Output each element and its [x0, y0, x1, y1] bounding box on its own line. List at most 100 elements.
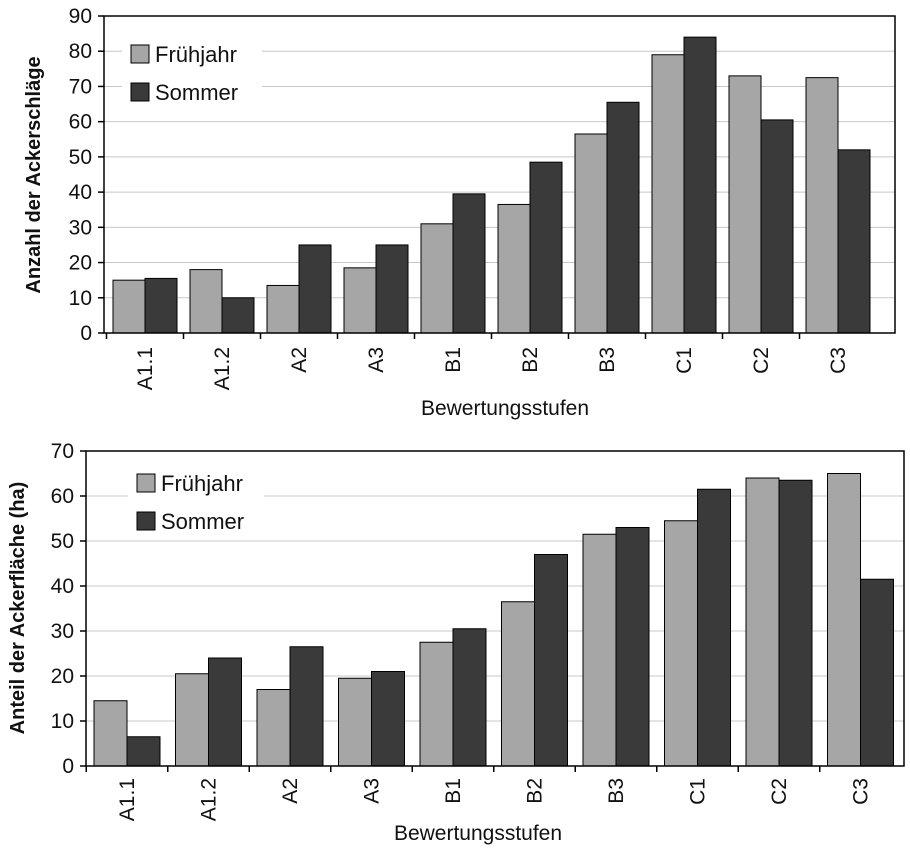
x-tick-label: A1.2 — [211, 347, 234, 390]
y-tick-label: 90 — [69, 5, 92, 28]
bar-fruehjahr-b2 — [497, 203, 531, 334]
x-tick-label: C1 — [673, 347, 696, 374]
x-tick-label: B2 — [519, 347, 542, 373]
x-tick-label: C1 — [687, 778, 710, 805]
bar-fruehjahr-c2 — [728, 75, 762, 334]
x-tick-label: A1.1 — [116, 778, 139, 821]
x-tick-label: A3 — [361, 778, 384, 804]
y-tick-label: 40 — [51, 575, 74, 598]
x-tick-labels: A1.1 A1.2 A2 A3 B1 B2 B3 C1 C2 C3 — [134, 347, 850, 390]
y-tick-label: 80 — [69, 40, 92, 63]
x-axis-title: Bewertungsstufen — [421, 397, 589, 420]
bar-sommer-b3 — [615, 527, 650, 767]
bar-sommer-b2 — [529, 161, 563, 334]
bar-fruehjahr-b3 — [574, 133, 608, 334]
x-tick-label: A1.1 — [134, 347, 157, 390]
legend-swatch-sommer — [130, 82, 150, 102]
bar-sommer-b1 — [452, 628, 487, 767]
y-tick-labels: 0 10 20 30 40 50 60 70 — [51, 440, 74, 778]
bar-sommer-c1 — [697, 488, 731, 767]
bar-sommer-b1 — [452, 193, 486, 334]
bar-sommer-b2 — [534, 554, 568, 767]
x-tick-label: C3 — [850, 778, 873, 805]
legend-label-sommer: Sommer — [161, 509, 244, 534]
y-tick-label: 60 — [51, 485, 74, 508]
y-tick-label: 40 — [69, 181, 92, 204]
bar-fruehjahr-a1-1 — [93, 700, 128, 767]
bar-sommer-c1 — [683, 36, 717, 334]
x-tick-label: B1 — [442, 347, 465, 373]
y-tick-label: 10 — [69, 287, 92, 310]
chart-anteil-ackerflaeche: 0 10 20 30 40 50 60 70 A1.1 A1.2 A2 A3 B1 B2 B3 C1 C2 C3… — [7, 440, 905, 845]
bar-sommer-c2 — [778, 479, 813, 767]
y-tick-label: 30 — [51, 620, 74, 643]
bar-sommer-a1-2 — [221, 297, 255, 334]
bar-sommer-c3 — [860, 578, 894, 767]
y-tick-label: 50 — [51, 530, 74, 553]
bar-fruehjahr-c1 — [651, 54, 685, 334]
bar-fruehjahr-b2 — [501, 601, 535, 767]
x-axis-title: Bewertungsstufen — [394, 822, 562, 845]
bar-sommer-a2 — [298, 244, 332, 334]
bar-fruehjahr-a3 — [338, 677, 372, 767]
x-tick-label: A2 — [279, 778, 302, 804]
bar-fruehjahr-a3 — [343, 267, 377, 334]
bar-sommer-c3 — [837, 149, 871, 334]
bar-fruehjahr-c3 — [827, 473, 861, 767]
legend-label-fruehjahr: Frühjahr — [161, 471, 243, 496]
x-tick-label: B1 — [442, 778, 465, 804]
y-tick-label: 0 — [62, 755, 74, 778]
bar-fruehjahr-b3 — [582, 533, 617, 767]
y-tick-label: 70 — [51, 440, 74, 463]
bar-fruehjahr-a1-2 — [189, 269, 223, 334]
y-tick-label: 70 — [69, 75, 92, 98]
plot-frame — [85, 450, 905, 767]
bars — [112, 36, 871, 334]
x-tick-label: A1.2 — [198, 778, 221, 821]
x-tick-label: B2 — [524, 778, 547, 804]
bar-fruehjahr-c2 — [745, 477, 780, 767]
chart-anzahl-ackerschlaege: 0 10 20 30 40 50 60 70 80 90 A1.1 A1.2 A2 A3 B1 B2 B3 C1… — [23, 5, 896, 420]
bar-fruehjahr-a2 — [266, 284, 300, 334]
bar-fruehjahr-a1-2 — [175, 673, 209, 767]
x-tick-label: C2 — [750, 347, 773, 374]
legend: Frühjahr Sommer — [122, 32, 262, 110]
bar-fruehjahr-b1 — [419, 641, 454, 767]
bars — [93, 473, 894, 767]
y-tick-label: 50 — [69, 146, 92, 169]
bar-fruehjahr-b1 — [420, 223, 454, 334]
plot-frame — [103, 15, 896, 334]
bar-sommer-a3 — [375, 244, 409, 334]
bar-sommer-b3 — [606, 101, 640, 334]
legend: Frühjahr Sommer — [128, 462, 264, 540]
legend-label-sommer: Sommer — [155, 80, 238, 105]
bar-sommer-c2 — [760, 119, 794, 334]
bar-sommer-a1-2 — [208, 657, 242, 767]
x-tick-label: C3 — [827, 347, 850, 374]
y-tick-label: 20 — [69, 252, 92, 275]
x-tick-label: C2 — [768, 778, 791, 805]
bar-sommer-a1-1 — [144, 277, 178, 334]
y-tick-label: 10 — [51, 710, 74, 733]
x-tick-label: A3 — [365, 347, 388, 373]
bar-sommer-a1-1 — [126, 736, 161, 767]
x-tick-label: B3 — [596, 347, 619, 373]
x-tick-labels: A1.1 A1.2 A2 A3 B1 B2 B3 C1 C2 C3 — [116, 778, 873, 821]
y-tick-label: 20 — [51, 665, 74, 688]
bar-fruehjahr-c1 — [664, 520, 698, 767]
bar-sommer-a3 — [371, 671, 405, 767]
x-tick-label: B3 — [605, 778, 628, 804]
legend-swatch-sommer — [136, 511, 156, 531]
legend-swatch-fruehjahr — [136, 473, 156, 493]
bar-sommer-a2 — [289, 646, 324, 767]
y-tick-label: 0 — [80, 322, 92, 345]
y-tick-label: 60 — [69, 111, 92, 134]
y-axis-title: Anteil der Ackerfläche (ha) — [7, 482, 29, 735]
bar-fruehjahr-a1-1 — [112, 279, 146, 334]
bar-fruehjahr-a2 — [256, 689, 291, 767]
y-tick-labels: 0 10 20 30 40 50 60 70 80 90 — [69, 5, 92, 345]
x-tick-label: A2 — [288, 347, 311, 373]
legend-swatch-fruehjahr — [130, 44, 150, 64]
bar-fruehjahr-c3 — [805, 77, 839, 334]
